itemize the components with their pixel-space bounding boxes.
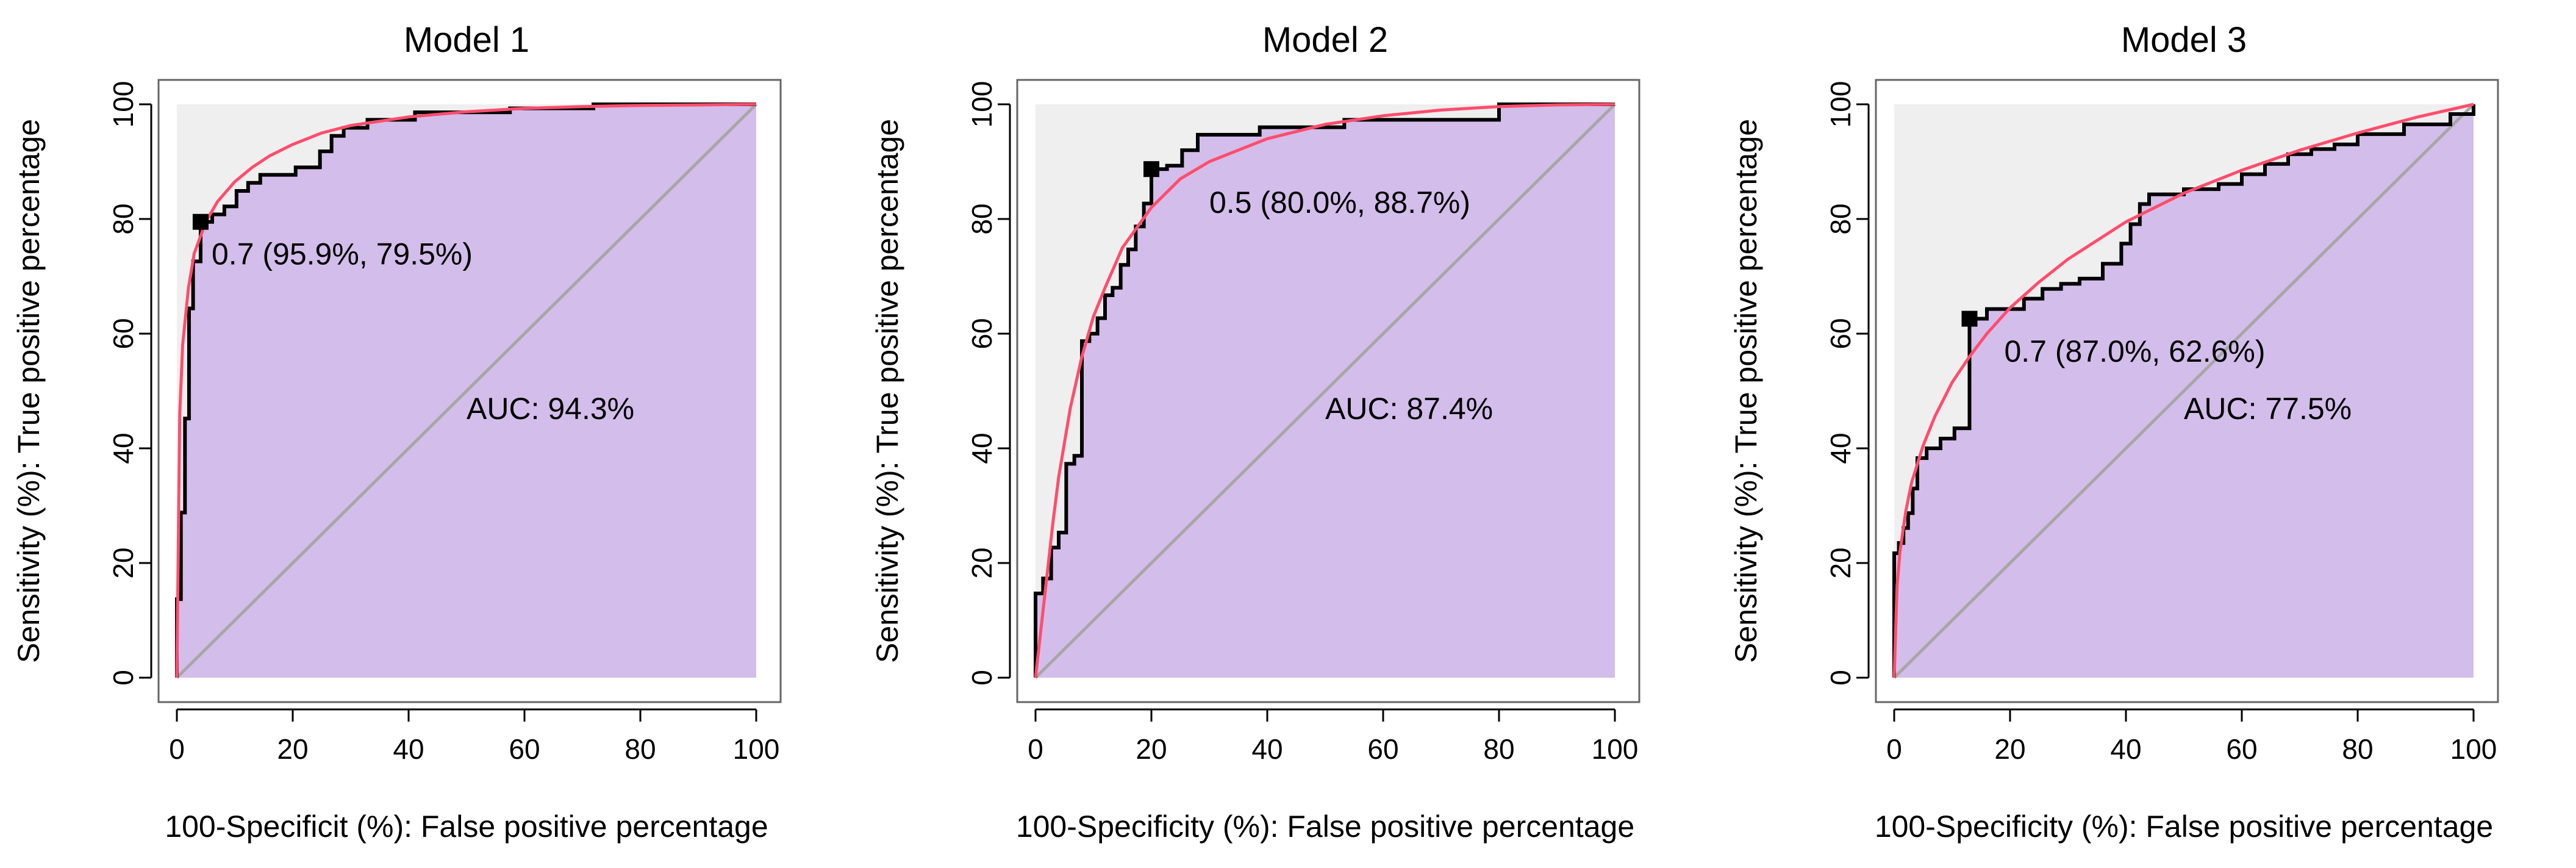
x-tick-label: 80 [2342,733,2373,765]
x-tick-label: 40 [393,733,424,765]
y-tick-label: 20 [107,547,139,578]
x-tick-label: 100 [733,733,780,765]
auc-label: AUC: 94.3% [467,392,634,426]
x-axis-label: 100-Specificity (%): False positive perc… [1016,809,1634,844]
threshold-point-marker [1143,161,1159,178]
smoothed-roc-curve [1892,102,2474,678]
roc-panel-model-2: 0 20 40 60 80 100 0 20 40 60 80 100 Model 2 100-Spe… [859,0,1717,868]
smoothed-roc-curve [175,102,757,678]
y-tick-label: 20 [1825,547,1856,578]
threshold-label: 0.5 (80.0%, 88.7%) [1209,185,1470,220]
threshold-label: 0.7 (87.0%, 62.6%) [2005,334,2266,368]
auc-label: AUC: 87.4% [1325,392,1493,426]
x-tick-label: 0 [169,733,185,765]
diagonal-reference-line [1034,103,1616,679]
x-tick-label: 80 [624,733,656,765]
x-tick-label: 20 [1136,733,1167,765]
plot-frame [1875,79,2499,703]
y-axis-label: Sensitivity (%): True positive percentag… [1729,119,1763,663]
roc-panel-model-1: 0 20 40 60 80 100 0 20 40 60 80 100 Model 1 100-Spe… [0,0,859,868]
y-tick-label: 60 [1825,318,1856,349]
plot-frame [157,79,782,703]
threshold-point-marker [192,213,209,230]
threshold-label: 0.7 (95.9%, 79.5%) [212,237,473,271]
y-tick-label: 0 [966,670,998,686]
x-tick-label: 20 [1994,733,2025,765]
empirical-roc-curve [1892,104,2475,678]
x-axis-label: 100-Specificity (%): False positive perc… [1875,809,2493,844]
x-tick-label: 100 [2450,733,2497,765]
diagonal-reference-line [176,103,757,679]
x-tick-label: 0 [1028,733,1043,765]
x-tick-label: 60 [2226,733,2257,765]
x-tick-label: 80 [1483,733,1514,765]
y-tick-label: 100 [1825,81,1856,128]
x-axis-label: 100-Specificit (%): False positive perce… [165,809,768,844]
y-tick-label: 0 [1825,670,1856,686]
y-tick-label: 80 [966,203,998,234]
y-tick-label: 20 [966,547,998,578]
diagonal-reference-line [1893,103,2475,679]
y-tick-label: 0 [107,670,139,686]
x-tick-label: 60 [1367,733,1398,765]
empirical-roc-curve [1034,102,1615,678]
y-tick-label: 40 [966,432,998,464]
y-tick-label: 80 [107,203,139,234]
x-tick-label: 20 [277,733,308,765]
x-tick-label: 60 [509,733,540,765]
x-tick-label: 0 [1886,733,1902,765]
x-tick-label: 40 [2110,733,2141,765]
y-tick-label: 60 [107,318,139,349]
roc-chart-model-2: 0 20 40 60 80 100 0 20 40 60 80 100 Model 2 100-Spe… [870,20,1640,844]
y-tick-label: 40 [1825,432,1856,464]
chart-title: Model 1 [404,20,529,60]
roc-chart-model-1: 0 20 40 60 80 100 0 20 40 60 80 100 Model 1 100-Spe… [12,20,782,844]
roc-panel-model-3: 0 20 40 60 80 100 0 20 40 60 80 100 Model 3 100-Spe… [1717,0,2576,868]
y-tick-label: 40 [107,432,139,464]
y-tick-label: 80 [1825,203,1856,234]
x-tick-label: 100 [1592,733,1639,765]
x-tick-label: 40 [1251,733,1283,765]
plot-frame [1016,79,1640,703]
y-tick-label: 100 [966,81,998,128]
y-tick-label: 60 [966,318,998,349]
threshold-point-marker [1961,310,1978,327]
auc-label: AUC: 77.5% [2184,392,2352,426]
y-axis-label: Sensitivity (%): True positive percentag… [870,119,904,663]
roc-chart-model-3: 0 20 40 60 80 100 0 20 40 60 80 100 Model 3 100-Spe… [1729,20,2499,844]
y-tick-label: 100 [107,81,139,128]
chart-title: Model 2 [1262,20,1388,60]
chart-title: Model 3 [2121,20,2247,60]
y-axis-label: Sensitivity (%): True positive percentag… [12,119,46,663]
smoothed-roc-curve [1034,102,1615,678]
